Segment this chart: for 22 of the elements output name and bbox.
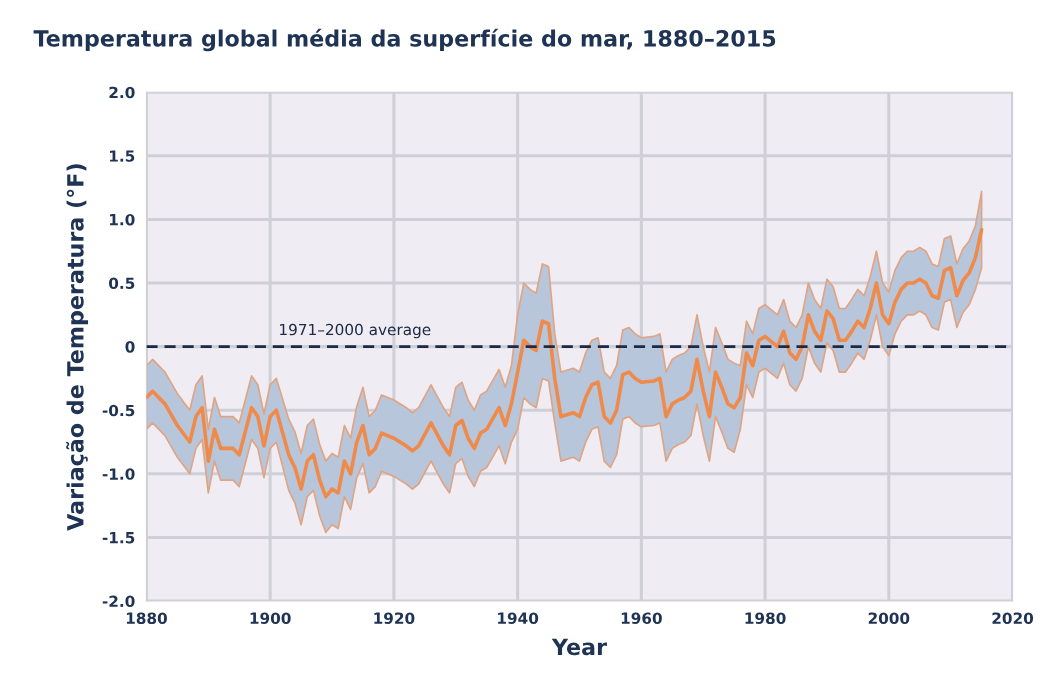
x-tick-label: 1960 [621,612,662,624]
y-tick-label: 1.0 [109,213,135,226]
chart-title: Temperatura global média da superfície do mar, 1880–2015 [33,28,776,52]
x-tick-label: 1980 [745,612,786,624]
x-tick-label: 1940 [498,612,539,624]
x-tick-label: 1900 [250,612,291,624]
y-tick-label: -1.0 [102,468,135,480]
y-tick-label: -2.0 [102,595,135,608]
y-tick-label: -0.5 [102,404,135,417]
y-tick-label: -1.5 [102,532,135,544]
x-tick-label: 2000 [868,612,910,624]
y-tick-label: 1.5 [109,150,135,162]
y-tick-label: 0 [125,341,135,353]
y-tick-label: 2.0 [109,86,135,99]
ref-line-label: 1971–2000 average [280,323,431,339]
x-tick-label: 2020 [992,612,1034,624]
x-tick-label: 1880 [126,612,167,624]
line-series [146,227,984,499]
y-axis-title: Variação de Temperatura (°F) [66,164,89,531]
x-tick-label: 1920 [374,612,415,624]
y-tick-label: 0.5 [109,277,135,290]
x-axis-title: Year [551,638,607,656]
